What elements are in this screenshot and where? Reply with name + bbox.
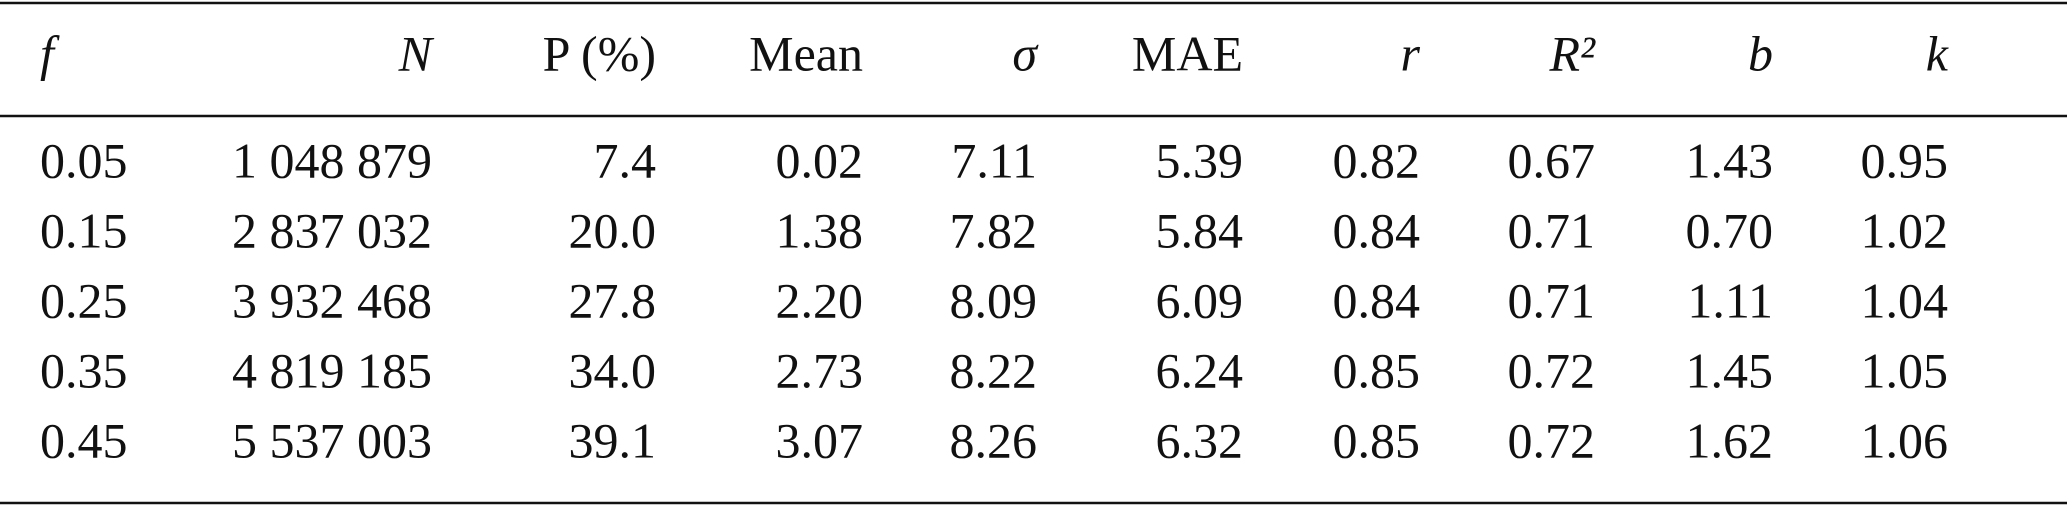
header-cell: σ	[1012, 25, 1039, 81]
table-cell: 0.72	[1508, 412, 1596, 468]
table-cell: 0.71	[1508, 202, 1596, 258]
table-cell: 0.02	[776, 132, 864, 188]
table-cell: 39.1	[569, 412, 657, 468]
table-cell: 1.05	[1861, 342, 1949, 398]
table-cell: 7.11	[951, 132, 1037, 188]
table-cell: 0.25	[40, 272, 128, 328]
table-cell: 3 932 468	[232, 272, 432, 328]
table-cell: 1.11	[1687, 272, 1773, 328]
table-cell: 1.06	[1861, 412, 1949, 468]
header-cell: r	[1401, 25, 1421, 81]
table-cell: 6.32	[1156, 412, 1244, 468]
table-cell: 20.0	[569, 202, 657, 258]
table-cell: 1.04	[1861, 272, 1949, 328]
table-cell: 8.09	[950, 272, 1038, 328]
table-cell: 1.45	[1686, 342, 1774, 398]
table-cell: 0.84	[1333, 202, 1421, 258]
table-cell: 5.39	[1156, 132, 1244, 188]
header-cell: f	[40, 25, 60, 81]
table-cell: 5.84	[1156, 202, 1244, 258]
table-cell: 34.0	[569, 342, 657, 398]
table-cell: 1 048 879	[232, 132, 432, 188]
table-cell: 6.24	[1156, 342, 1244, 398]
table-cell: 2.73	[776, 342, 864, 398]
table-cell: 0.72	[1508, 342, 1596, 398]
table-cell: 0.35	[40, 342, 128, 398]
table-cell: 27.8	[569, 272, 657, 328]
table-cell: 0.71	[1508, 272, 1596, 328]
table-cell: 8.22	[950, 342, 1038, 398]
header-cell: MAE	[1132, 25, 1243, 81]
table-cell: 0.70	[1686, 202, 1774, 258]
table-cell: 7.82	[950, 202, 1038, 258]
header-cell: R²	[1548, 25, 1596, 81]
header-cell: b	[1748, 25, 1773, 81]
header-cell: N	[398, 25, 435, 81]
table-cell: 0.85	[1333, 412, 1421, 468]
table-cell: 0.85	[1333, 342, 1421, 398]
table-cell: 0.05	[40, 132, 128, 188]
table-cell: 1.02	[1861, 202, 1949, 258]
table-cell: 1.62	[1686, 412, 1774, 468]
table-cell: 2 837 032	[232, 202, 432, 258]
table-cell: 5 537 003	[232, 412, 432, 468]
table-cell: 2.20	[776, 272, 864, 328]
table-cell: 0.15	[40, 202, 128, 258]
table-cell: 0.95	[1861, 132, 1949, 188]
table-cell: 0.67	[1508, 132, 1596, 188]
table-cell: 8.26	[950, 412, 1038, 468]
table-cell: 0.82	[1333, 132, 1421, 188]
table-cell: 3.07	[776, 412, 864, 468]
header-cell: k	[1926, 25, 1949, 81]
table-cell: 0.84	[1333, 272, 1421, 328]
table-cell: 0.45	[40, 412, 128, 468]
header-cell: P (%)	[543, 25, 656, 81]
header-cell: Mean	[749, 25, 863, 81]
table-cell: 4 819 185	[232, 342, 432, 398]
table-cell: 6.09	[1156, 272, 1244, 328]
table-cell: 7.4	[594, 132, 657, 188]
table-cell: 1.38	[776, 202, 864, 258]
table-cell: 1.43	[1686, 132, 1774, 188]
